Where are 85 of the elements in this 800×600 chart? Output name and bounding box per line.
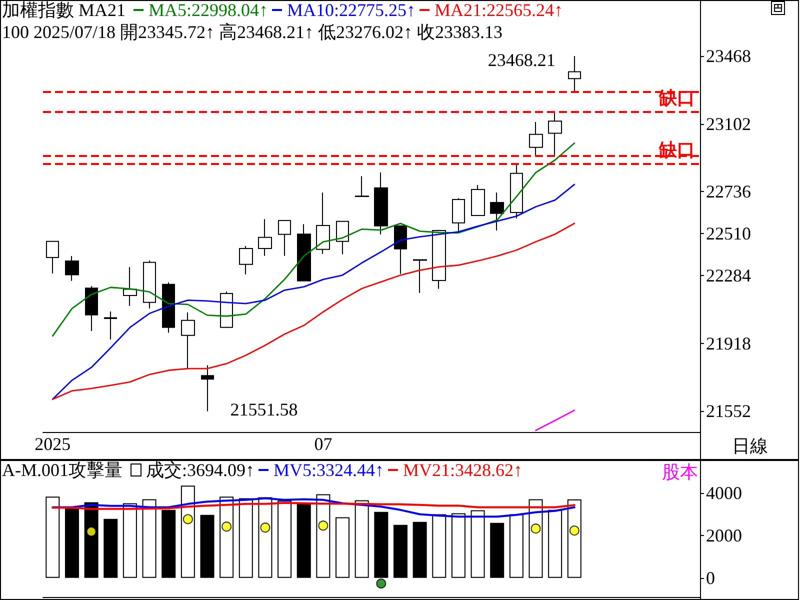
candlestick bbox=[432, 229, 446, 290]
candlestick bbox=[548, 111, 562, 157]
y-tick-label: 22736 bbox=[706, 182, 751, 202]
candlestick bbox=[65, 256, 79, 282]
candlestick bbox=[278, 220, 291, 256]
candlestick bbox=[143, 260, 156, 310]
point bbox=[86, 526, 96, 537]
bar bbox=[548, 510, 562, 578]
bar bbox=[142, 499, 156, 578]
legend-label: MA5:22998.04↑ bbox=[148, 0, 268, 20]
candlestick bbox=[490, 192, 504, 231]
y-tick-label: 4000 bbox=[706, 482, 742, 503]
text: 100 2025/07/18 開23345.72↑ 高23468.21↑ 低23276.02↑ 收23383.13 bbox=[2, 22, 503, 42]
candlestick bbox=[374, 172, 388, 235]
text: 日線 bbox=[732, 436, 768, 456]
candlestick bbox=[471, 184, 485, 216]
bar bbox=[509, 514, 524, 578]
candlestick bbox=[336, 220, 349, 255]
bar bbox=[278, 500, 292, 578]
y-tick-label: 22284 bbox=[706, 266, 751, 286]
y-tick-label: 21918 bbox=[706, 333, 751, 354]
bar bbox=[64, 508, 79, 578]
x-tick-label: 07 bbox=[314, 434, 332, 454]
legend-label: MV5:3324.44↑ bbox=[274, 460, 384, 480]
bar bbox=[104, 518, 118, 578]
y-tick-label: 22510 bbox=[706, 224, 751, 244]
candlestick bbox=[413, 259, 427, 294]
line-series bbox=[52, 222, 576, 400]
candlestick bbox=[162, 282, 175, 334]
candlestick bbox=[568, 55, 581, 92]
candlestick bbox=[85, 286, 98, 332]
bar bbox=[354, 500, 369, 578]
legend-label: 成交:3694.09↑ bbox=[146, 460, 255, 480]
point bbox=[530, 524, 541, 534]
annotation: 21551.58 bbox=[230, 399, 298, 420]
candlestick bbox=[104, 310, 117, 340]
candlestick bbox=[181, 312, 195, 370]
bar bbox=[393, 524, 408, 578]
candlestick bbox=[220, 290, 233, 328]
bar bbox=[451, 513, 466, 578]
candlestick bbox=[297, 224, 311, 282]
candlestick bbox=[123, 266, 137, 306]
bar bbox=[412, 522, 427, 578]
legend-label: MA21:22565.24↑ bbox=[434, 0, 564, 20]
bar bbox=[470, 510, 485, 578]
candlestick bbox=[46, 240, 59, 274]
point bbox=[182, 514, 193, 524]
y-tick-label: 21552 bbox=[706, 401, 751, 422]
bar bbox=[46, 496, 60, 578]
candlestick bbox=[355, 176, 369, 198]
bar bbox=[336, 517, 350, 578]
legend-label: MA10:22775.25↑ bbox=[287, 0, 416, 20]
point bbox=[222, 522, 232, 532]
point bbox=[260, 522, 270, 533]
annotation: 23468.21 bbox=[488, 50, 556, 70]
candlestick bbox=[510, 164, 523, 219]
point bbox=[569, 526, 580, 536]
y-tick-label: 23468 bbox=[706, 46, 751, 66]
candlestick bbox=[239, 246, 253, 275]
y-tick-label: 2000 bbox=[706, 525, 742, 546]
x-tick-label: 2025 bbox=[34, 434, 71, 454]
candlestick bbox=[258, 218, 272, 256]
candlestick bbox=[316, 192, 330, 254]
bar bbox=[122, 503, 137, 578]
legend-label: MV21:3428.62↑ bbox=[403, 460, 523, 480]
line-series bbox=[52, 497, 576, 518]
chart-title: A-M.001攻擊量 bbox=[2, 460, 122, 480]
candlestick bbox=[452, 198, 465, 234]
chart-title: 加權指數 MA21 bbox=[2, 0, 126, 20]
bar bbox=[238, 498, 253, 578]
bar bbox=[162, 510, 176, 578]
bar bbox=[490, 522, 504, 578]
point bbox=[318, 520, 328, 531]
bar bbox=[432, 514, 446, 578]
bar bbox=[200, 514, 214, 578]
candlestick bbox=[201, 364, 214, 412]
bar bbox=[296, 504, 311, 578]
text: 股本 bbox=[662, 462, 698, 482]
point bbox=[376, 578, 386, 589]
y-tick-label: 23102 bbox=[706, 114, 751, 134]
y-tick-label: 0 bbox=[706, 568, 715, 588]
line-series bbox=[52, 142, 576, 337]
line-series bbox=[52, 184, 576, 400]
candlestick bbox=[529, 122, 543, 157]
candlestick bbox=[394, 225, 407, 274]
